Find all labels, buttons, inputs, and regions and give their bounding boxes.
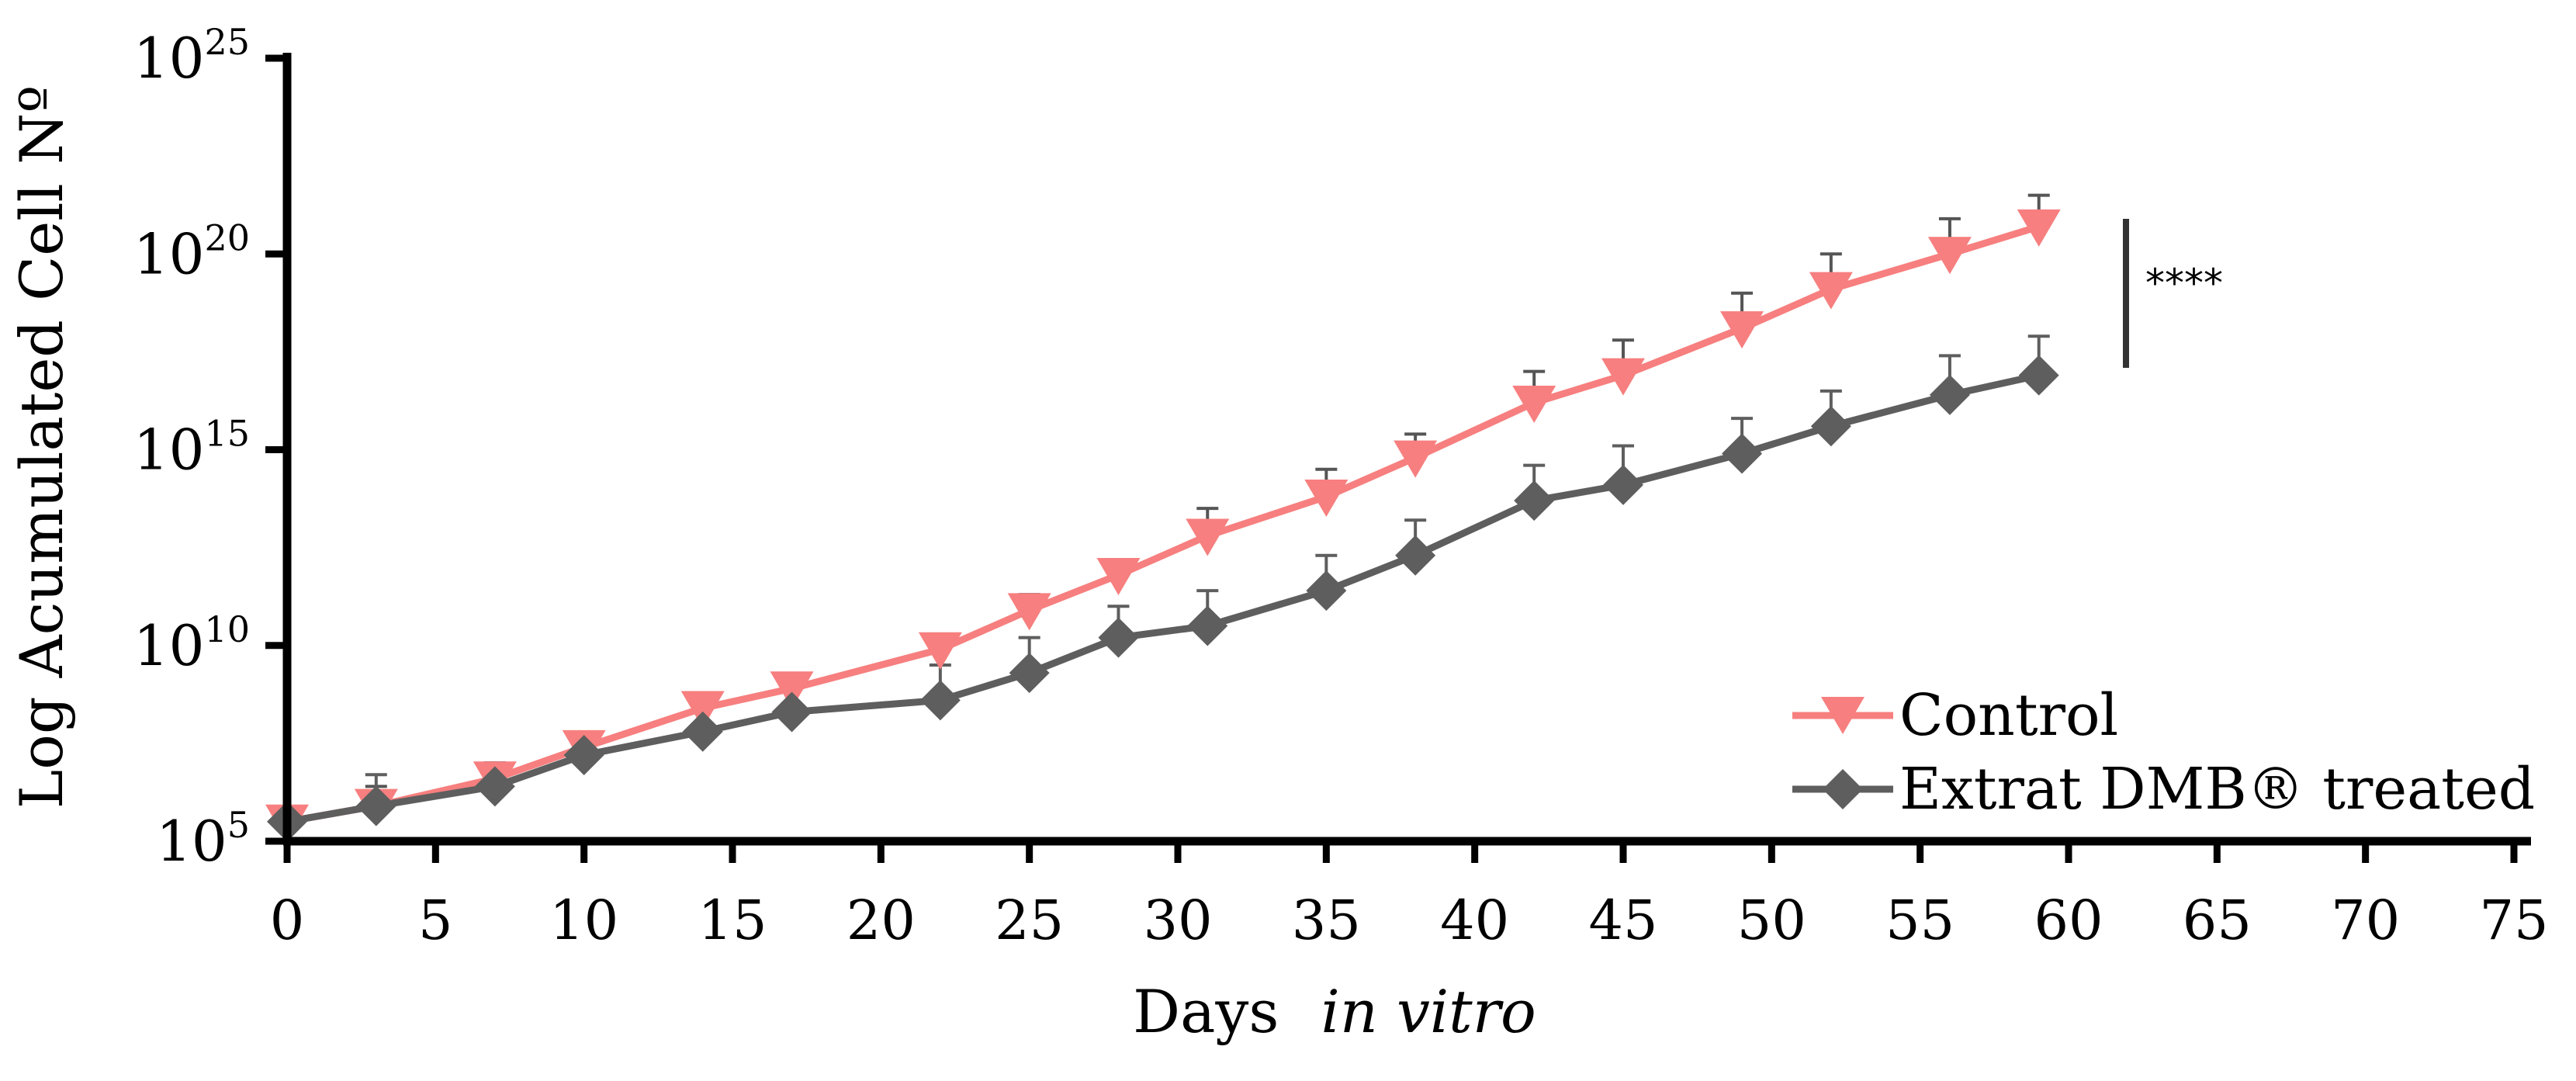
x-axis-title-italic: in vitro: [1321, 977, 1536, 1046]
y-tick-label: 105: [156, 804, 250, 874]
series-line-treated: [286, 372, 2040, 826]
control-data-point: [1096, 557, 1141, 595]
treated-data-point: [355, 785, 396, 826]
treated-data-point: [1395, 535, 1436, 576]
legend-marker-treated: [1823, 769, 1863, 809]
legend-label-treated: Extrat DMB® treated: [1899, 756, 2535, 823]
y-ticks: 105 1010 1015 1020 1025: [133, 21, 287, 874]
x-tick-label: 60: [2034, 889, 2103, 952]
x-axis-title: Days in vitro: [1133, 977, 1536, 1046]
legend-label-control: Control: [1899, 682, 2118, 749]
legend-item-control: Control: [1792, 682, 2118, 749]
treated-data-point: [563, 735, 604, 776]
data-markers: [265, 209, 2061, 842]
legend: Control Extrat DMB® treated: [1792, 682, 2535, 823]
control-data-point: [1186, 518, 1230, 556]
legend-marker-control: [1821, 697, 1864, 734]
x-tick-label: 10: [549, 889, 618, 952]
y-tick-label: 1015: [133, 413, 250, 483]
treated-data-point: [1306, 570, 1347, 612]
control-data-point: [1720, 311, 1764, 349]
treated-data-point: [1603, 464, 1643, 505]
error-bars: [276, 193, 2050, 822]
x-tick-label: 65: [2183, 889, 2252, 952]
treated-data-point: [474, 766, 515, 807]
treated-data-point: [1009, 653, 1050, 694]
control-data-point: [1394, 440, 1438, 478]
treated-data-point: [1722, 433, 1763, 474]
x-tick-label: 40: [1440, 889, 1509, 952]
treated-data-point: [1514, 480, 1555, 521]
y-tick-label: 1020: [133, 217, 250, 286]
control-data-point: [1927, 237, 1972, 275]
legend-item-treated: Extrat DMB® treated: [1792, 756, 2535, 823]
control-data-point: [680, 691, 725, 729]
significance-label: ****: [2145, 261, 2223, 306]
control-data-point: [2017, 209, 2061, 247]
x-tick-label: 30: [1143, 889, 1212, 952]
x-tick-label: 55: [1885, 889, 1955, 952]
control-data-point: [1007, 593, 1051, 631]
treated-data-point: [1098, 617, 1139, 658]
x-tick-label: 35: [1292, 889, 1361, 952]
x-tick-label: 50: [1737, 889, 1806, 952]
x-tick-label: 0: [270, 889, 305, 952]
y-tick-label: 1025: [133, 21, 250, 91]
treated-data-point: [919, 680, 961, 721]
series-lines: [286, 223, 2041, 826]
x-tick-label: 70: [2331, 889, 2400, 952]
control-data-point: [1512, 385, 1556, 423]
treated-data-point: [682, 711, 723, 752]
treated-data-point: [1810, 406, 1851, 447]
control-data-point: [770, 671, 814, 709]
x-tick-label: 25: [995, 889, 1064, 952]
treated-data-point: [771, 691, 812, 733]
x-tick-label: 75: [2479, 889, 2548, 952]
x-axis-title-main: Days: [1133, 977, 1279, 1046]
series-line-control: [286, 223, 2041, 826]
x-tick-label: 20: [847, 889, 916, 952]
y-tick-label: 1010: [133, 608, 250, 678]
x-ticks: 0 5 10 15 20 25 30 35 40 45 50 55 60 65 70 75: [270, 841, 2549, 952]
control-data-point: [1809, 272, 1853, 310]
y-axis-title: Log Acumulated Cell Nº: [7, 85, 76, 809]
x-tick-label: 5: [418, 889, 453, 952]
treated-data-point: [2018, 355, 2059, 396]
control-data-point: [1304, 480, 1349, 518]
x-tick-label: 15: [698, 889, 767, 952]
treated-data-point: [1187, 605, 1228, 646]
control-data-point: [918, 632, 962, 670]
x-tick-label: 45: [1588, 889, 1657, 952]
treated-data-point: [1929, 374, 1970, 415]
control-data-point: [1601, 358, 1645, 396]
